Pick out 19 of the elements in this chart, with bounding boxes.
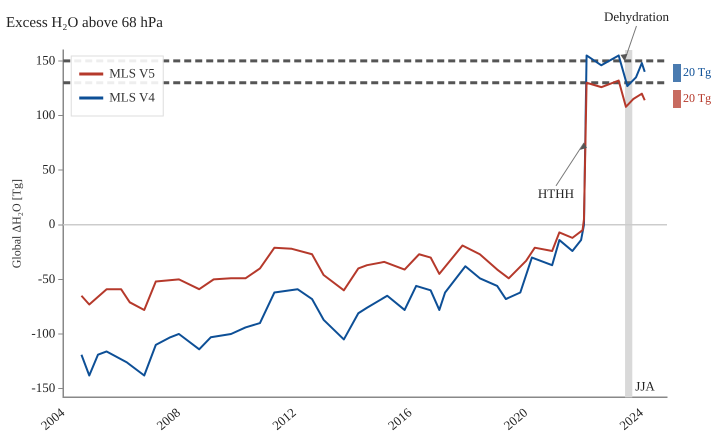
x-tick-label: 2008 [154,404,184,433]
y-tick-label: -100 [31,325,56,340]
y-tick-label: -150 [31,380,56,396]
x-tick-label: 2012 [269,404,299,433]
annotation: Dehydration [604,8,670,24]
y-tick-label: 50 [42,162,56,177]
y-tick-label: 100 [36,106,56,122]
y-tick-label: 150 [36,52,56,68]
annotation: HTHH [538,186,574,201]
y-axis-title: Global ΔH₂O [Tg] [9,179,24,268]
band-label: JJA [635,378,656,394]
y-tick-label: -50 [38,270,56,286]
chart-title: Excess H₂O above 68 hPa [6,14,164,31]
x-tick-label: 2020 [500,404,530,433]
text: 20 Tg [683,91,712,106]
y-tick-label: 0 [48,216,56,232]
legend-label: MLS V4 [109,89,156,104]
text: 20 Tg [683,65,712,80]
legend-label: MLS V5 [109,65,155,80]
